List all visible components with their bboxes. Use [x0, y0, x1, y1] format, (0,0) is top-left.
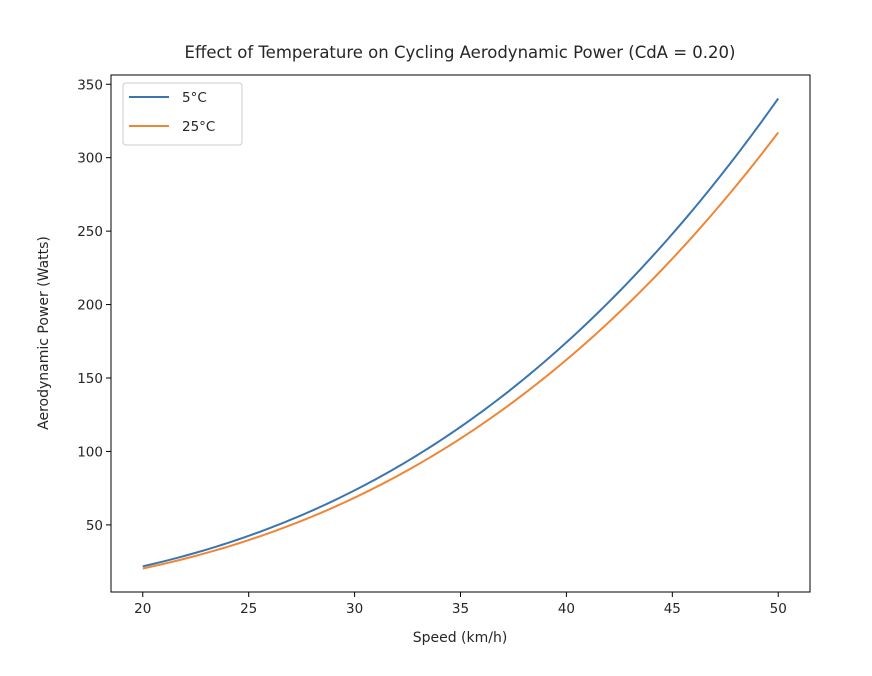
y-tick-label: 300 [77, 151, 103, 167]
legend: 5°C 25°C [122, 82, 243, 146]
y-tick-label: 250 [77, 224, 103, 240]
y-tick-label: 200 [77, 298, 103, 314]
x-tick-label: 25 [240, 601, 257, 617]
x-tick-label: 45 [664, 601, 681, 617]
y-axis-label: Aerodynamic Power (Watts) [36, 236, 52, 430]
x-tick-label: 20 [134, 601, 151, 617]
y-tick-label: 50 [86, 518, 103, 534]
y-tick-label: 350 [77, 77, 103, 93]
x-tick-label: 50 [770, 601, 787, 617]
x-tick-label: 35 [452, 601, 469, 617]
x-axis: 20 25 30 35 40 45 50 [134, 592, 787, 617]
legend-label-25c: 25°C [182, 119, 215, 135]
plot-area [142, 97, 780, 570]
series-line-25c [142, 131, 780, 570]
x-axis-label: Speed (km/h) [413, 630, 508, 646]
y-tick-label: 100 [77, 444, 103, 460]
legend-label-5c: 5°C [182, 90, 207, 106]
x-tick-label: 40 [558, 601, 575, 617]
series-line-5c [142, 97, 780, 568]
x-tick-label: 30 [346, 601, 363, 617]
legend-box [122, 82, 243, 146]
y-tick-label: 150 [77, 371, 103, 387]
y-axis: 50 100 150 200 250 300 350 [77, 77, 111, 534]
chart-title: Effect of Temperature on Cycling Aerodyn… [185, 43, 736, 62]
